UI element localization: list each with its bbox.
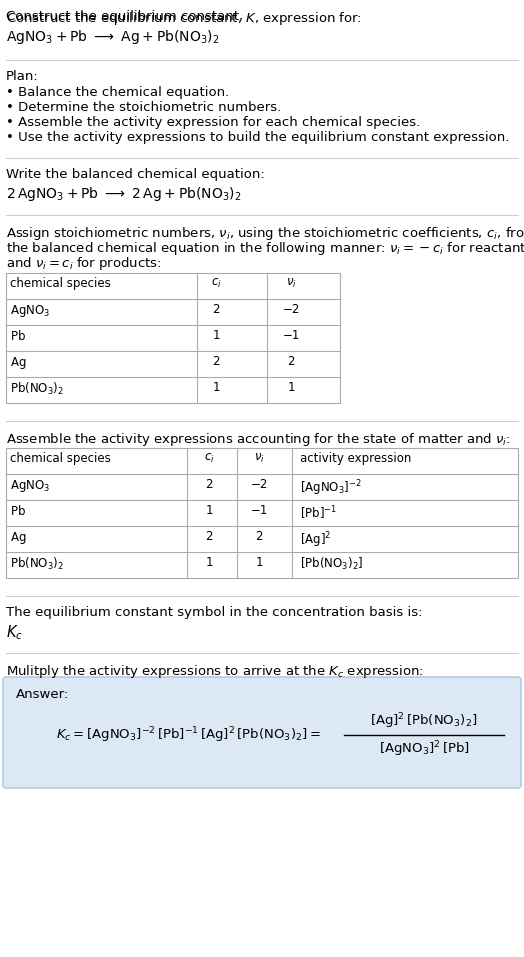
Text: $\mathrm{Pb}$: $\mathrm{Pb}$ xyxy=(10,329,26,343)
Text: activity expression: activity expression xyxy=(300,452,411,465)
Text: Write the balanced chemical equation:: Write the balanced chemical equation: xyxy=(6,168,265,181)
Text: 2: 2 xyxy=(255,530,263,543)
Text: −1: −1 xyxy=(250,504,268,517)
Text: Construct the equilibrium constant,: Construct the equilibrium constant, xyxy=(6,10,247,23)
Text: $\mathrm{AgNO_3}$: $\mathrm{AgNO_3}$ xyxy=(10,303,50,319)
Text: $K_c = [\mathrm{AgNO_3}]^{-2}\,[\mathrm{Pb}]^{-1}\,[\mathrm{Ag}]^2\,[\mathrm{Pb(: $K_c = [\mathrm{AgNO_3}]^{-2}\,[\mathrm{… xyxy=(56,725,321,745)
Text: 1: 1 xyxy=(205,556,213,569)
Text: $\mathrm{Ag}$: $\mathrm{Ag}$ xyxy=(10,530,26,546)
Text: $\mathrm{Ag}$: $\mathrm{Ag}$ xyxy=(10,355,26,371)
Text: $\mathrm{AgNO_3}$: $\mathrm{AgNO_3}$ xyxy=(10,478,50,494)
Text: $\mathrm{2\,AgNO_3 + Pb\ \longrightarrow\ 2\,Ag + Pb(NO_3)_2}$: $\mathrm{2\,AgNO_3 + Pb\ \longrightarrow… xyxy=(6,185,242,203)
Bar xyxy=(6,273,340,403)
Text: $\mathrm{Pb(NO_3)_2}$: $\mathrm{Pb(NO_3)_2}$ xyxy=(10,381,64,397)
FancyBboxPatch shape xyxy=(3,677,521,788)
Text: 1: 1 xyxy=(205,504,213,517)
Text: −2: −2 xyxy=(250,478,268,491)
Text: $\nu_i$: $\nu_i$ xyxy=(254,452,265,465)
Text: Assign stoichiometric numbers, $\nu_i$, using the stoichiometric coefficients, $: Assign stoichiometric numbers, $\nu_i$, … xyxy=(6,225,524,242)
Text: Answer:: Answer: xyxy=(16,688,69,701)
Text: Assemble the activity expressions accounting for the state of matter and $\nu_i$: Assemble the activity expressions accoun… xyxy=(6,431,511,448)
Text: the balanced chemical equation in the following manner: $\nu_i = -c_i$ for react: the balanced chemical equation in the fo… xyxy=(6,240,524,257)
Text: 2: 2 xyxy=(212,303,220,316)
Text: The equilibrium constant symbol in the concentration basis is:: The equilibrium constant symbol in the c… xyxy=(6,606,422,619)
Text: 1: 1 xyxy=(212,381,220,394)
Text: chemical species: chemical species xyxy=(10,277,111,290)
Text: chemical species: chemical species xyxy=(10,452,111,465)
Text: −1: −1 xyxy=(282,329,300,342)
Text: 1: 1 xyxy=(287,381,294,394)
Text: 2: 2 xyxy=(287,355,294,368)
Text: Construct the equilibrium constant, $K$, expression for:: Construct the equilibrium constant, $K$,… xyxy=(6,10,362,27)
Text: $[\mathrm{Pb}]^{-1}$: $[\mathrm{Pb}]^{-1}$ xyxy=(300,504,337,522)
Text: $[\mathrm{Ag}]^2$: $[\mathrm{Ag}]^2$ xyxy=(300,530,331,549)
Text: 1: 1 xyxy=(255,556,263,569)
Text: $[\mathrm{Pb(NO_3)_2}]$: $[\mathrm{Pb(NO_3)_2}]$ xyxy=(300,556,363,572)
Text: $[\mathrm{AgNO_3}]^2\,[\mathrm{Pb}]$: $[\mathrm{AgNO_3}]^2\,[\mathrm{Pb}]$ xyxy=(379,739,470,759)
Text: $[\mathrm{AgNO_3}]^{-2}$: $[\mathrm{AgNO_3}]^{-2}$ xyxy=(300,478,362,498)
Text: $K_c$: $K_c$ xyxy=(6,623,23,642)
Text: and $\nu_i = c_i$ for products:: and $\nu_i = c_i$ for products: xyxy=(6,255,161,272)
Bar xyxy=(6,448,518,578)
Text: Mulitply the activity expressions to arrive at the $K_c$ expression:: Mulitply the activity expressions to arr… xyxy=(6,663,424,680)
Text: −2: −2 xyxy=(282,303,300,316)
Text: $c_i$: $c_i$ xyxy=(211,277,221,290)
Text: $[\mathrm{Ag}]^2\,[\mathrm{Pb(NO_3)_2}]$: $[\mathrm{Ag}]^2\,[\mathrm{Pb(NO_3)_2}]$ xyxy=(370,711,478,731)
Text: $\mathrm{AgNO_3 + Pb\ \longrightarrow\ Ag + Pb(NO_3)_2}$: $\mathrm{AgNO_3 + Pb\ \longrightarrow\ A… xyxy=(6,28,220,46)
Text: • Use the activity expressions to build the equilibrium constant expression.: • Use the activity expressions to build … xyxy=(6,131,509,144)
Text: • Assemble the activity expression for each chemical species.: • Assemble the activity expression for e… xyxy=(6,116,420,129)
Text: 1: 1 xyxy=(212,329,220,342)
Text: Plan:: Plan: xyxy=(6,70,39,83)
Text: $c_i$: $c_i$ xyxy=(204,452,214,465)
Text: $\mathrm{Pb(NO_3)_2}$: $\mathrm{Pb(NO_3)_2}$ xyxy=(10,556,64,572)
Text: 2: 2 xyxy=(205,478,213,491)
Text: • Determine the stoichiometric numbers.: • Determine the stoichiometric numbers. xyxy=(6,101,281,114)
Text: • Balance the chemical equation.: • Balance the chemical equation. xyxy=(6,86,230,99)
Text: $\nu_i$: $\nu_i$ xyxy=(286,277,297,290)
Text: $\mathrm{Pb}$: $\mathrm{Pb}$ xyxy=(10,504,26,518)
Text: 2: 2 xyxy=(205,530,213,543)
Text: 2: 2 xyxy=(212,355,220,368)
